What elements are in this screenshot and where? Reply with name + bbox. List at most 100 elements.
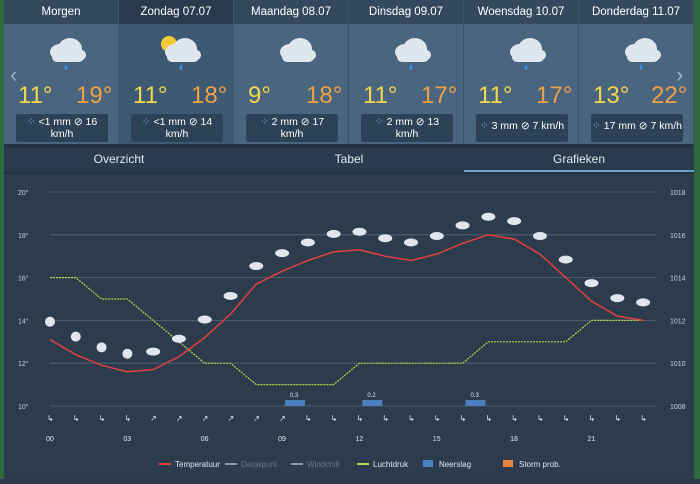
day-stats: ⁘ <1 mm ⊘ 16 km/h <box>16 114 108 142</box>
cloud-icon <box>636 298 651 307</box>
cloud-icon <box>249 262 264 271</box>
tab-tabel[interactable]: Tabel <box>334 152 364 166</box>
day-card[interactable]: Woensdag 10.07 11° 17° ⁘ 3 mm ⊘ 7 km/h <box>464 0 579 144</box>
wind-arrow-icon: ↳ <box>589 414 596 423</box>
rain-amount: 17 mm <box>603 120 636 132</box>
rain-icon: ⁘ <box>479 120 492 132</box>
wind-icon: ⊘ <box>188 116 201 128</box>
wind-arrow-icon: ↳ <box>331 414 338 423</box>
x-tick-label: 18 <box>510 436 518 443</box>
wind-unit: km/h <box>165 128 189 140</box>
rain-amount: <1 mm <box>38 116 71 128</box>
wind-arrow-icon: ↳ <box>124 414 131 423</box>
wind-icon: ⊘ <box>520 120 533 132</box>
x-tick-label: 03 <box>123 436 131 443</box>
day-name: Woensdag 10.07 <box>464 0 578 24</box>
wind-speed: 7 km/h <box>650 120 682 132</box>
y-tick-label: 18° <box>18 232 29 240</box>
cloud-rain-icon <box>50 38 86 70</box>
day-card[interactable]: Donderdag 11.07 13° 22° ⁘ 17 mm ⊘ 7 km/h <box>579 0 694 144</box>
temp-max: 17° <box>421 82 458 109</box>
y-tick-label: 16° <box>18 275 29 283</box>
y-right-tick-label: 1018 <box>670 190 686 197</box>
wind-arrow-icon: ↗ <box>228 414 235 423</box>
wind-arrow-icon: ↳ <box>73 414 80 423</box>
moon-cloud-icon <box>45 316 55 327</box>
rain-amount: <1 mm <box>153 116 186 128</box>
legend-swatch <box>503 460 513 467</box>
wind-arrow-icon: ↳ <box>537 414 544 423</box>
rain-icon: ⁘ <box>374 116 387 128</box>
wind-icon: ⊘ <box>415 116 428 128</box>
y-right-tick-label: 1008 <box>670 404 686 411</box>
temp-min: 13° <box>593 82 630 109</box>
x-tick-label: 15 <box>433 436 441 443</box>
day-card[interactable]: Dinsdag 09.07 11° 17° ⁘ 2 mm ⊘ 13 km/h <box>349 0 464 144</box>
day-card[interactable]: Zondag 07.07 11° 18° ⁘ <1 mm ⊘ 14 km/h <box>119 0 234 144</box>
cloud-icon <box>455 221 470 230</box>
day-card[interactable]: Maandag 08.07 9° 18° ⁘ 2 mm ⊘ 17 km/h <box>234 0 349 144</box>
legend-label: Storm prob. <box>519 460 561 469</box>
day-name: Zondag 07.07 <box>119 0 233 24</box>
wind-speed: 7 km/h <box>532 120 565 132</box>
wind-icon: ⊘ <box>638 120 651 132</box>
wind-arrow-icon: ↳ <box>460 414 467 423</box>
cloud-icon <box>197 315 212 324</box>
x-tick-label: 06 <box>201 436 209 443</box>
tab-grafieken[interactable]: Grafieken <box>464 148 694 172</box>
day-forecast-row: Morgen 11° 19° ⁘ <1 mm ⊘ 16 km/h Zondag … <box>4 0 694 144</box>
cloud-icon <box>223 291 238 300</box>
tab-overzicht[interactable]: Overzicht <box>93 152 145 166</box>
precip-bar <box>465 400 486 406</box>
prev-arrow-icon[interactable]: ‹ <box>10 62 18 87</box>
legend-swatch <box>423 460 433 467</box>
wind-speed: 16 <box>85 116 98 128</box>
wind-arrow-icon: ↗ <box>150 414 157 423</box>
wind-arrow-icon: ↳ <box>485 414 492 423</box>
precip-label: 0.3 <box>470 393 479 399</box>
next-arrow-icon[interactable]: › <box>676 62 684 87</box>
wind-arrow-icon: ↳ <box>640 414 647 423</box>
y-tick-label: 20° <box>18 189 29 197</box>
cloud-icon <box>280 38 316 62</box>
rain-icon: ⁘ <box>592 120 604 132</box>
day-name: Morgen <box>4 0 118 24</box>
legend-label: Luchtdruk <box>373 460 409 469</box>
moon-cloud-icon <box>122 348 133 359</box>
cloud-icon <box>326 229 341 238</box>
y-tick-label: 12° <box>18 360 29 368</box>
wind-arrow-icon: ↳ <box>434 414 441 423</box>
rain-amount: 3 mm <box>491 120 518 132</box>
wind-arrow-icon: ↳ <box>99 414 106 423</box>
y-tick-label: 14° <box>18 317 29 325</box>
wind-arrow-icon: ↳ <box>563 414 570 423</box>
forecast-chart: 10° 1008 12° 1010 14° 1012 16° 1014 18° 1016 20° 10… <box>4 174 694 479</box>
wind-arrow-icon: ↳ <box>614 414 621 423</box>
y-right-tick-label: 1016 <box>670 233 686 240</box>
day-card[interactable]: Morgen 11° 19° ⁘ <1 mm ⊘ 16 km/h <box>4 0 119 144</box>
left-border <box>0 0 4 479</box>
view-tabs: Overzicht Tabel Grafieken <box>4 148 694 172</box>
sun-cloud-rain-icon <box>161 36 201 70</box>
day-stats: ⁘ 2 mm ⊘ 17 km/h <box>246 114 338 142</box>
rain-amount: 2 mm <box>386 116 413 128</box>
cloud-icon <box>352 227 367 236</box>
cloud-rain-icon <box>395 38 431 70</box>
precip-bar <box>284 400 305 406</box>
temp-min: 11° <box>478 82 513 109</box>
temp-max: 17° <box>536 82 573 109</box>
day-name: Donderdag 11.07 <box>579 0 693 24</box>
y-right-tick-label: 1010 <box>670 361 686 368</box>
temp-max: 18° <box>191 82 228 109</box>
temperature-line <box>49 234 644 373</box>
temp-min: 11° <box>18 82 53 109</box>
pressure-line <box>50 276 644 386</box>
wind-unit: km/h <box>280 128 304 140</box>
temp-min: 11° <box>363 82 398 109</box>
legend-label: Dauwpunt <box>241 460 278 469</box>
cloud-rain-icon <box>625 38 661 70</box>
wind-arrow-icon: ↳ <box>356 414 363 423</box>
cloud-icon <box>171 334 186 343</box>
moon-cloud-icon <box>96 342 107 353</box>
